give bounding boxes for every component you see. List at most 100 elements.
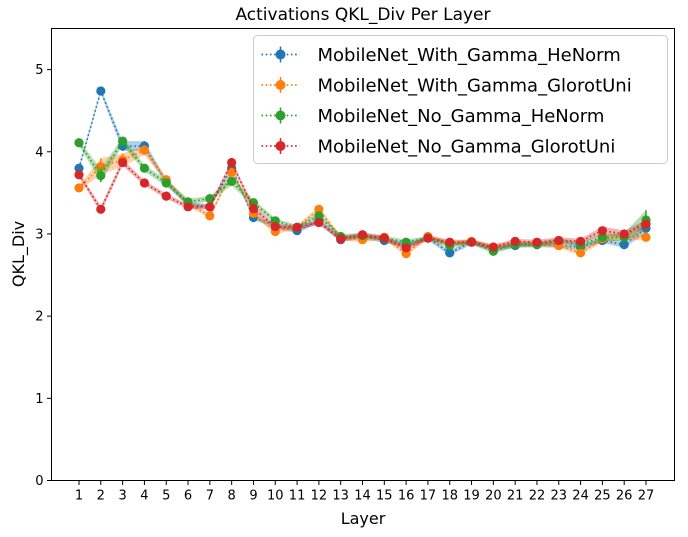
series-4-point [575,236,586,246]
series-1-point [445,248,455,258]
legend-label: MobileNet_No_Gamma_HeNorm [318,106,605,127]
series-4-point [488,242,498,252]
series-3-point [227,176,237,186]
x-axis-label: Layer [341,509,386,528]
series-3-point [597,232,607,242]
series-4-point [445,237,455,247]
x-tick-label: 1 [75,489,83,504]
x-tick-label: 3 [118,489,126,504]
series-1-point [96,86,106,96]
legend-marker [275,80,286,90]
x-tick-label: 20 [485,489,502,504]
series-2-point [205,211,215,221]
y-tick-label: 4 [35,145,43,160]
series-4-point [292,222,302,232]
series-2-point [227,167,237,177]
x-tick-label: 15 [376,489,393,504]
x-tick-label: 10 [267,489,284,504]
series-4-point [227,157,237,168]
legend: MobileNet_With_Gamma_HeNorm MobileNet_Wit… [253,35,668,164]
legend-marker [275,110,286,121]
x-tick-label: 12 [311,489,328,504]
x-tick-label: 24 [572,489,589,504]
series-4-point [532,237,542,247]
x-tick-label: 18 [441,489,458,504]
x-tick-label: 5 [162,489,170,504]
series-4-point [205,202,215,212]
x-tick-label: 14 [354,489,371,504]
y-tick-label: 5 [35,63,43,78]
y-tick-label: 1 [35,392,43,407]
series-4-point [314,217,324,228]
x-tick-label: 26 [616,489,633,504]
series-3-point [314,211,324,221]
x-tick-label: 23 [550,489,567,504]
legend-label: MobileNet_With_Gamma_HeNorm [318,45,621,66]
series-3-point [74,138,84,148]
series-4-point [641,219,651,229]
series-1-point [619,240,629,250]
series-3-band [79,136,646,254]
legend-item-1: MobileNet_With_Gamma_HeNorm [261,45,621,66]
series-2-band [79,145,646,257]
y-tick-label: 3 [35,227,43,242]
x-tick-label: 9 [249,489,257,504]
x-tick-label: 11 [289,489,306,504]
series-4-point [379,233,389,243]
axis-layer: 1 2 3 4 5 6 7 8 9 10 11 12 13 14 15 16 17 18 19 20 21 22 23 24 2… [35,63,654,503]
series-1-point [74,163,84,173]
y-tick-label: 0 [35,474,43,489]
legend-box [253,35,668,164]
x-tick-label: 16 [398,489,415,504]
series-2-point [139,145,150,155]
series-4-band [79,159,646,251]
series-2-point [96,161,106,172]
legend-item-2: MobileNet_With_Gamma_GlorotUni [261,76,632,97]
series-4-point [96,204,106,214]
y-tick-label: 2 [35,310,43,325]
series-3-point [96,171,106,181]
legend-label: MobileNet_No_Gamma_GlorotUni [318,137,616,158]
series-4-point [357,230,368,240]
plot-layer [74,86,651,259]
x-tick-label: 19 [463,489,480,504]
series-4-point [423,233,433,243]
series-3-point [118,136,128,146]
x-tick-label: 4 [140,489,148,504]
series-4-point [270,221,280,232]
y-axis-label: QKL_Div [9,221,29,287]
series-3-point [205,194,215,204]
x-tick-label: 6 [184,489,192,504]
legend-marker [275,49,286,60]
series-3-point [139,163,150,173]
x-tick-label: 7 [206,489,214,504]
series-4 [74,157,651,253]
series-4-point [118,157,128,168]
series-4-point [74,170,84,180]
series-4-point [336,234,346,244]
series-4-point [554,235,564,246]
legend-label: MobileNet_With_Gamma_GlorotUni [318,76,632,97]
x-tick-label: 27 [638,489,655,504]
x-tick-label: 17 [420,489,437,504]
series-4-point [401,243,411,253]
legend-item-3: MobileNet_No_Gamma_HeNorm [261,106,605,127]
series-4-point [183,202,193,212]
series-4-point [248,203,259,214]
series-4-point [161,191,171,201]
x-tick-label: 8 [228,489,236,504]
x-tick-label: 22 [529,489,546,504]
x-tick-label: 21 [507,489,524,504]
legend-marker [275,141,286,151]
series-3-point [161,178,171,188]
x-tick-label: 13 [332,489,349,504]
x-tick-label: 25 [594,489,611,504]
x-tick-label: 2 [97,489,105,504]
legend-item-4: MobileNet_No_Gamma_GlorotUni [261,137,616,158]
series-2-point [575,248,586,258]
series-4-point [139,178,150,188]
series-4-point [619,229,629,239]
series-4-point [597,226,607,236]
series-4-point [466,237,477,247]
